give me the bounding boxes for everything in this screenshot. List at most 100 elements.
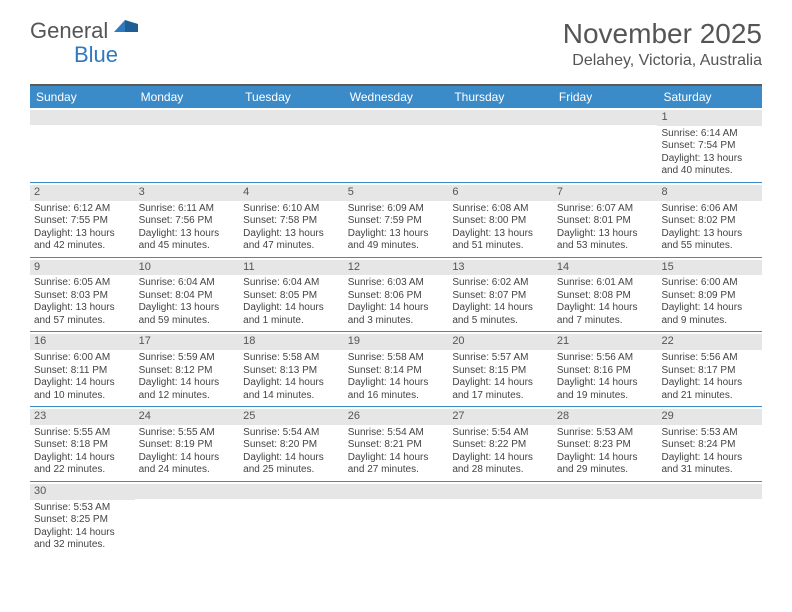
empty-cell bbox=[344, 482, 449, 556]
daylight-text: Daylight: 13 hours bbox=[34, 302, 131, 315]
sunset-text: Sunset: 8:03 PM bbox=[34, 290, 131, 303]
day-number: 7 bbox=[553, 185, 658, 201]
sunset-text: Sunset: 8:23 PM bbox=[557, 439, 654, 452]
sunrise-text: Sunrise: 5:54 AM bbox=[243, 427, 340, 440]
day-cell: 5Sunrise: 6:09 AMSunset: 7:59 PMDaylight… bbox=[344, 183, 449, 257]
daylight-text: and 31 minutes. bbox=[661, 464, 758, 477]
day-number: 11 bbox=[239, 260, 344, 276]
day-number: 3 bbox=[135, 185, 240, 201]
daylight-text: and 12 minutes. bbox=[139, 390, 236, 403]
week-row: 23Sunrise: 5:55 AMSunset: 8:18 PMDayligh… bbox=[30, 407, 762, 482]
day-number: 1 bbox=[657, 110, 762, 126]
week-row: 1Sunrise: 6:14 AMSunset: 7:54 PMDaylight… bbox=[30, 108, 762, 183]
daylight-text: Daylight: 14 hours bbox=[34, 377, 131, 390]
day-cell: 16Sunrise: 6:00 AMSunset: 8:11 PMDayligh… bbox=[30, 332, 135, 406]
daylight-text: Daylight: 13 hours bbox=[452, 228, 549, 241]
day-number: 14 bbox=[553, 260, 658, 276]
sunset-text: Sunset: 8:20 PM bbox=[243, 439, 340, 452]
daylight-text: and 57 minutes. bbox=[34, 315, 131, 328]
day-cell: 9Sunrise: 6:05 AMSunset: 8:03 PMDaylight… bbox=[30, 258, 135, 332]
day-number: 22 bbox=[657, 334, 762, 350]
title-block: November 2025 Delahey, Victoria, Austral… bbox=[563, 18, 762, 70]
day-number: 27 bbox=[448, 409, 553, 425]
sunrise-text: Sunrise: 5:56 AM bbox=[661, 352, 758, 365]
day-cell: 25Sunrise: 5:54 AMSunset: 8:20 PMDayligh… bbox=[239, 407, 344, 481]
daylight-text: Daylight: 14 hours bbox=[452, 377, 549, 390]
sunrise-text: Sunrise: 5:54 AM bbox=[452, 427, 549, 440]
sunrise-text: Sunrise: 6:11 AM bbox=[139, 203, 236, 216]
daylight-text: and 16 minutes. bbox=[348, 390, 445, 403]
day-cell: 27Sunrise: 5:54 AMSunset: 8:22 PMDayligh… bbox=[448, 407, 553, 481]
day-cell: 10Sunrise: 6:04 AMSunset: 8:04 PMDayligh… bbox=[135, 258, 240, 332]
empty-cell bbox=[448, 482, 553, 556]
sunrise-text: Sunrise: 6:04 AM bbox=[139, 277, 236, 290]
day-header: Monday bbox=[135, 86, 240, 108]
day-cell: 8Sunrise: 6:06 AMSunset: 8:02 PMDaylight… bbox=[657, 183, 762, 257]
daylight-text: Daylight: 13 hours bbox=[139, 302, 236, 315]
day-cell: 17Sunrise: 5:59 AMSunset: 8:12 PMDayligh… bbox=[135, 332, 240, 406]
daylight-text: Daylight: 13 hours bbox=[139, 228, 236, 241]
day-number: 23 bbox=[30, 409, 135, 425]
sunrise-text: Sunrise: 5:53 AM bbox=[661, 427, 758, 440]
daylight-text: and 47 minutes. bbox=[243, 240, 340, 253]
sunrise-text: Sunrise: 6:05 AM bbox=[34, 277, 131, 290]
day-number: 5 bbox=[344, 185, 449, 201]
sunrise-text: Sunrise: 6:10 AM bbox=[243, 203, 340, 216]
sunrise-text: Sunrise: 5:59 AM bbox=[139, 352, 236, 365]
sunset-text: Sunset: 7:54 PM bbox=[661, 140, 758, 153]
day-number: 29 bbox=[657, 409, 762, 425]
daylight-text: Daylight: 14 hours bbox=[34, 452, 131, 465]
month-title: November 2025 bbox=[563, 18, 762, 50]
day-cell: 20Sunrise: 5:57 AMSunset: 8:15 PMDayligh… bbox=[448, 332, 553, 406]
daylight-text: Daylight: 14 hours bbox=[139, 377, 236, 390]
day-number bbox=[553, 484, 658, 499]
daylight-text: and 59 minutes. bbox=[139, 315, 236, 328]
daylight-text: Daylight: 14 hours bbox=[557, 302, 654, 315]
sunrise-text: Sunrise: 6:04 AM bbox=[243, 277, 340, 290]
sunrise-text: Sunrise: 5:55 AM bbox=[34, 427, 131, 440]
daylight-text: and 10 minutes. bbox=[34, 390, 131, 403]
week-row: 30Sunrise: 5:53 AMSunset: 8:25 PMDayligh… bbox=[30, 482, 762, 556]
week-row: 16Sunrise: 6:00 AMSunset: 8:11 PMDayligh… bbox=[30, 332, 762, 407]
sunset-text: Sunset: 8:19 PM bbox=[139, 439, 236, 452]
day-header-row: SundayMondayTuesdayWednesdayThursdayFrid… bbox=[30, 86, 762, 108]
day-cell: 3Sunrise: 6:11 AMSunset: 7:56 PMDaylight… bbox=[135, 183, 240, 257]
day-number: 2 bbox=[30, 185, 135, 201]
daylight-text: and 7 minutes. bbox=[557, 315, 654, 328]
day-number bbox=[344, 110, 449, 125]
day-number bbox=[239, 484, 344, 499]
daylight-text: and 45 minutes. bbox=[139, 240, 236, 253]
day-number: 6 bbox=[448, 185, 553, 201]
day-number: 16 bbox=[30, 334, 135, 350]
flag-icon bbox=[114, 18, 140, 41]
daylight-text: and 42 minutes. bbox=[34, 240, 131, 253]
sunset-text: Sunset: 8:25 PM bbox=[34, 514, 131, 527]
logo: General Blue bbox=[30, 18, 142, 44]
logo-text-general: General bbox=[30, 18, 108, 44]
day-number: 20 bbox=[448, 334, 553, 350]
daylight-text: Daylight: 13 hours bbox=[34, 228, 131, 241]
empty-cell bbox=[30, 108, 135, 182]
sunset-text: Sunset: 8:07 PM bbox=[452, 290, 549, 303]
day-number: 18 bbox=[239, 334, 344, 350]
day-cell: 22Sunrise: 5:56 AMSunset: 8:17 PMDayligh… bbox=[657, 332, 762, 406]
logo-text-blue: Blue bbox=[74, 42, 118, 68]
day-number bbox=[657, 484, 762, 499]
sunrise-text: Sunrise: 5:57 AM bbox=[452, 352, 549, 365]
daylight-text: and 49 minutes. bbox=[348, 240, 445, 253]
daylight-text: Daylight: 14 hours bbox=[557, 452, 654, 465]
day-cell: 21Sunrise: 5:56 AMSunset: 8:16 PMDayligh… bbox=[553, 332, 658, 406]
calendar: SundayMondayTuesdayWednesdayThursdayFrid… bbox=[30, 84, 762, 556]
day-header: Thursday bbox=[448, 86, 553, 108]
day-number bbox=[344, 484, 449, 499]
weeks-container: 1Sunrise: 6:14 AMSunset: 7:54 PMDaylight… bbox=[30, 108, 762, 556]
day-number: 26 bbox=[344, 409, 449, 425]
day-number: 30 bbox=[30, 484, 135, 500]
day-number: 25 bbox=[239, 409, 344, 425]
day-cell: 7Sunrise: 6:07 AMSunset: 8:01 PMDaylight… bbox=[553, 183, 658, 257]
daylight-text: and 14 minutes. bbox=[243, 390, 340, 403]
day-cell: 18Sunrise: 5:58 AMSunset: 8:13 PMDayligh… bbox=[239, 332, 344, 406]
daylight-text: and 24 minutes. bbox=[139, 464, 236, 477]
sunrise-text: Sunrise: 6:02 AM bbox=[452, 277, 549, 290]
empty-cell bbox=[135, 482, 240, 556]
